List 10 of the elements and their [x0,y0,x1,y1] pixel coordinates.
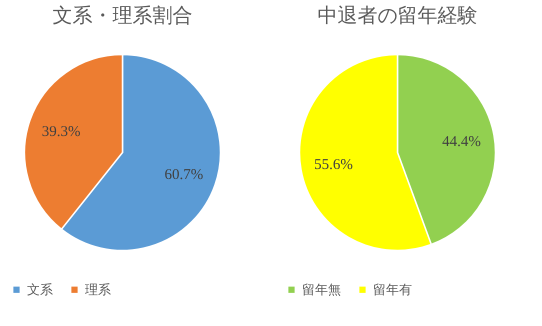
legend-label: 理系 [85,282,111,297]
data-label: 39.3% [42,124,81,140]
data-label: 55.6% [314,156,353,173]
data-label: 44.4% [442,134,481,150]
legend-label: 留年有 [373,282,412,297]
chart-title: 中退者の留年経験 [318,5,478,27]
chart-title: 文系・理系割合 [52,5,192,27]
data-label: 60.7% [164,166,204,183]
legend-label: 留年無 [302,282,341,297]
legend-label: 文系 [27,282,53,297]
